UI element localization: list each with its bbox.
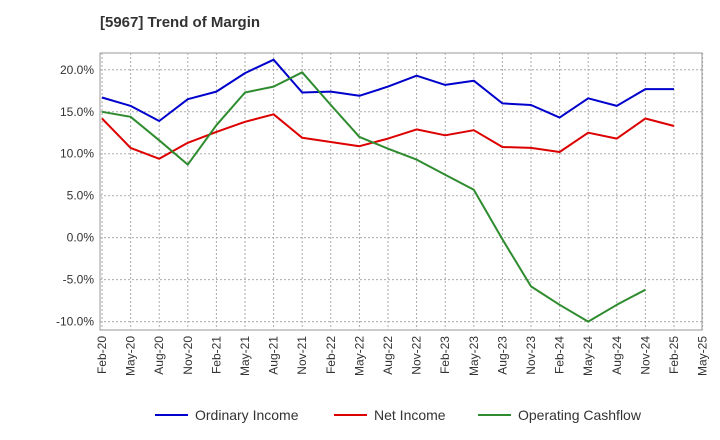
x-tick-label: Feb-21 bbox=[209, 336, 223, 374]
y-tick-label: 10.0% bbox=[60, 147, 94, 161]
y-tick-label: 20.0% bbox=[60, 63, 94, 77]
plot-area bbox=[99, 52, 703, 331]
x-tick-label: Aug-22 bbox=[381, 336, 395, 375]
series-line-operating-cashflow bbox=[101, 71, 646, 323]
x-tick-label: May-22 bbox=[352, 336, 366, 376]
x-tick-label: Feb-20 bbox=[95, 336, 109, 374]
x-tick-label: Nov-23 bbox=[524, 336, 538, 375]
y-tick-label: 0.0% bbox=[67, 231, 95, 245]
x-tick-label: May-21 bbox=[238, 336, 252, 376]
chart-title: [5967] Trend of Margin bbox=[100, 14, 261, 31]
x-tick-label: Feb-25 bbox=[667, 336, 681, 374]
x-tick-label: Feb-23 bbox=[438, 336, 452, 374]
x-tick-label: Nov-22 bbox=[410, 336, 424, 375]
legend-label: Net Income bbox=[374, 407, 446, 423]
x-tick-label: Nov-24 bbox=[638, 336, 652, 375]
legend-label: Operating Cashflow bbox=[518, 407, 642, 423]
y-tick-label: 5.0% bbox=[67, 189, 95, 203]
x-tick-label: Aug-24 bbox=[610, 336, 624, 375]
y-tick-label: -10.0% bbox=[56, 315, 94, 329]
x-tick-label: May-23 bbox=[467, 336, 481, 376]
x-tick-label: May-25 bbox=[696, 336, 710, 376]
x-tick-label: Aug-21 bbox=[267, 336, 281, 375]
series-line-net-income bbox=[101, 113, 675, 160]
series-line-ordinary-income bbox=[101, 58, 674, 122]
x-tick-label: Aug-20 bbox=[152, 336, 166, 375]
legend-label: Ordinary Income bbox=[195, 407, 299, 423]
x-tick-label: May-24 bbox=[581, 336, 595, 376]
x-tick-label: Aug-23 bbox=[495, 336, 509, 375]
x-tick-label: Nov-21 bbox=[295, 336, 309, 375]
x-tick-label: Feb-24 bbox=[553, 336, 567, 374]
y-tick-label: -5.0% bbox=[63, 273, 95, 287]
x-tick-label: Nov-20 bbox=[181, 336, 195, 375]
x-tick-label: May-20 bbox=[124, 336, 138, 376]
y-tick-label: 15.0% bbox=[60, 105, 94, 119]
x-tick-label: Feb-22 bbox=[324, 336, 338, 374]
